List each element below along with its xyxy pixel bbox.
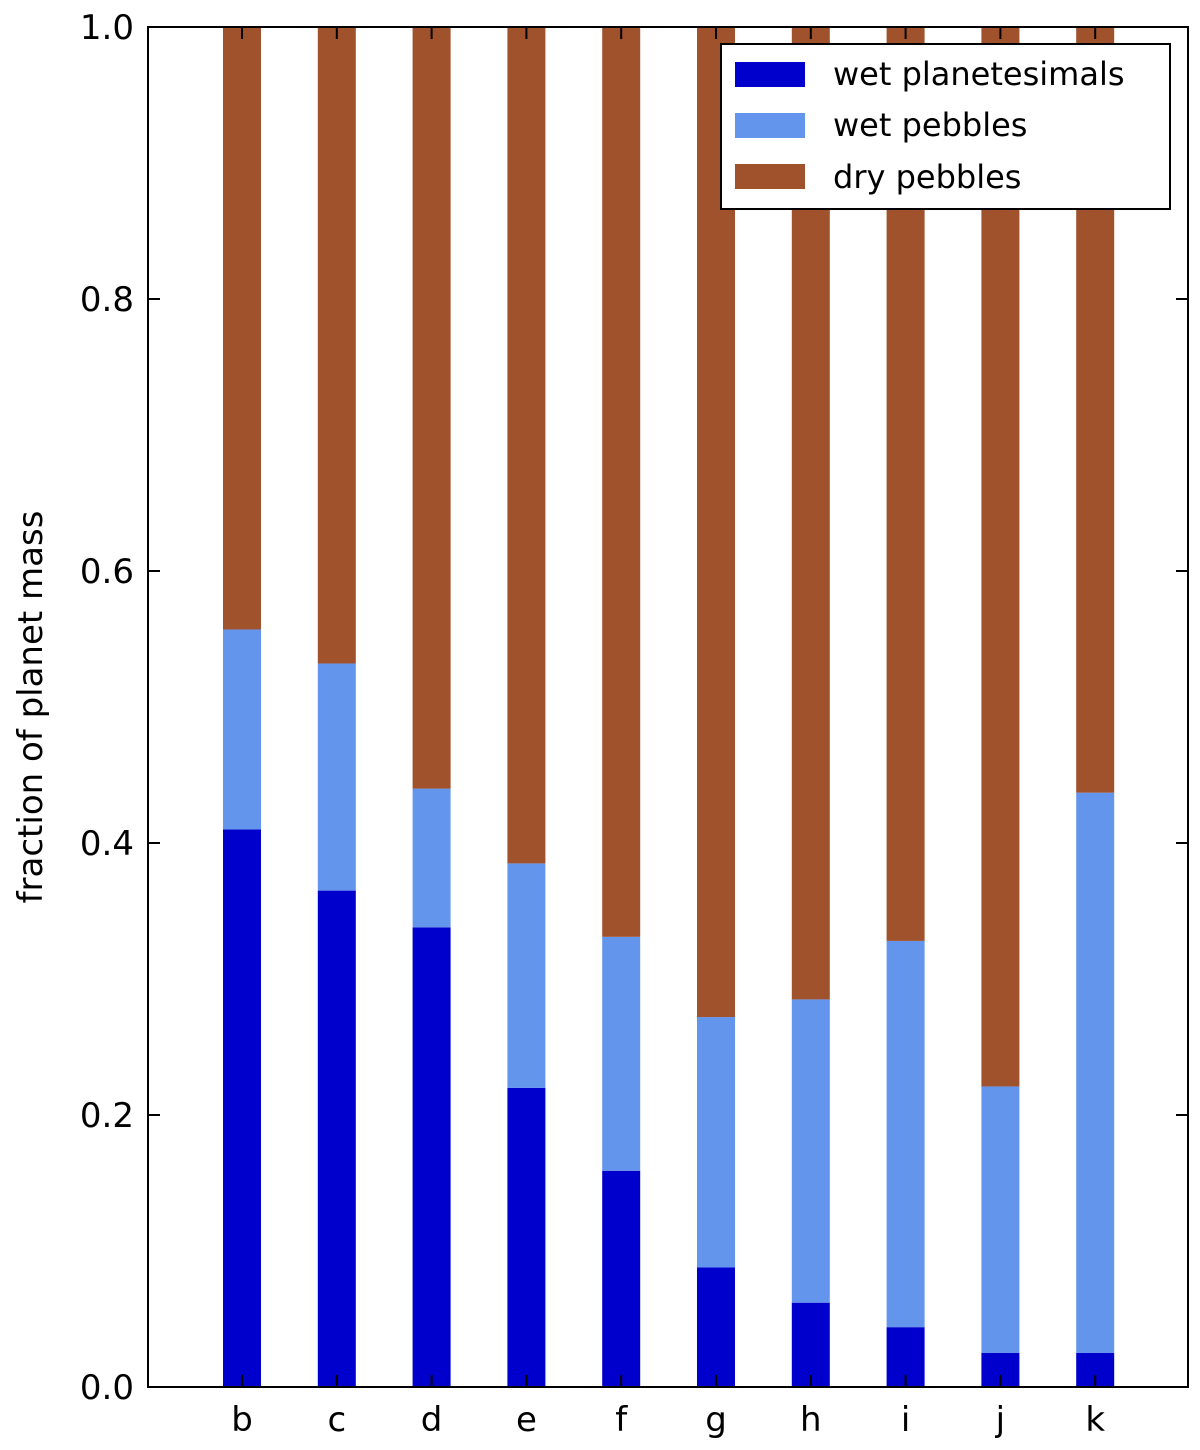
- x-tick-label-e: e: [516, 1400, 537, 1440]
- legend-label-wet-planetesimals: wet planetesimals: [833, 55, 1125, 93]
- bar-f-wet-pebbles: [602, 936, 641, 1171]
- bars-group: [223, 27, 1115, 1387]
- plot-area-frame: [147, 26, 1189, 1388]
- bar-h-wet-pebbles: [791, 999, 830, 1303]
- y-tick-label: 0.8: [80, 280, 134, 320]
- bar-f-dry-pebbles: [602, 27, 641, 937]
- y-axis-label: fraction of planet mass: [11, 511, 51, 904]
- bar-b-wet-planetesimals: [223, 829, 261, 1387]
- x-tick-label-f: f: [615, 1400, 628, 1440]
- bar-e-wet-pebbles: [507, 863, 546, 1088]
- y-tick-label: 0.4: [80, 824, 134, 864]
- bar-g-wet-pebbles: [697, 1017, 735, 1268]
- x-tick-label-j: j: [995, 1400, 1005, 1440]
- x-tick-label-d: d: [421, 1400, 443, 1440]
- bar-b-wet-pebbles: [223, 629, 261, 830]
- bar-h-wet-planetesimals: [791, 1302, 830, 1387]
- x-tick-label-h: h: [800, 1400, 822, 1440]
- y-axis-tick-labels: 0.0 0.2 0.4 0.6 0.8 1.0: [80, 8, 134, 1408]
- bar-k-wet-pebbles: [1076, 792, 1115, 1353]
- bar-g-wet-planetesimals: [697, 1267, 735, 1387]
- x-tick-label-b: b: [231, 1400, 253, 1440]
- bar-j-wet-pebbles: [981, 1086, 1020, 1353]
- bar-c-wet-planetesimals: [317, 890, 356, 1387]
- bar-e-dry-pebbles: [507, 27, 546, 864]
- y-tick-label: 1.0: [80, 8, 134, 48]
- x-tick-label-k: k: [1085, 1400, 1105, 1440]
- x-tick-label-c: c: [327, 1400, 346, 1440]
- bar-c-dry-pebbles: [317, 27, 356, 664]
- legend-label-dry-pebbles: dry pebbles: [833, 158, 1021, 196]
- y-tick-label: 0.6: [80, 552, 134, 592]
- legend-swatch-wet-pebbles: [735, 113, 805, 138]
- bar-i-wet-pebbles: [886, 940, 925, 1328]
- legend: wet planetesimals wet pebbles dry pebble…: [720, 43, 1171, 210]
- legend-label-wet-pebbles: wet pebbles: [833, 106, 1027, 144]
- bar-d-wet-planetesimals: [412, 927, 451, 1387]
- y-tick-label: 0.0: [80, 1368, 134, 1408]
- bar-b-dry-pebbles: [223, 27, 261, 630]
- x-tick-label-g: g: [705, 1400, 727, 1440]
- axis-ticks: [148, 26, 1188, 1388]
- legend-swatch-dry-pebbles: [735, 164, 805, 189]
- legend-swatch-wet-planetesimals: [735, 62, 805, 87]
- bar-c-wet-pebbles: [317, 663, 356, 891]
- bar-d-wet-pebbles: [412, 788, 451, 928]
- x-axis-tick-labels: b c d e f g h i j k: [231, 1400, 1105, 1440]
- x-tick-label-i: i: [901, 1400, 910, 1440]
- bar-e-wet-planetesimals: [507, 1087, 546, 1387]
- y-tick-label: 0.2: [80, 1096, 134, 1136]
- bar-d-dry-pebbles: [412, 27, 451, 789]
- bar-f-wet-planetesimals: [602, 1170, 641, 1387]
